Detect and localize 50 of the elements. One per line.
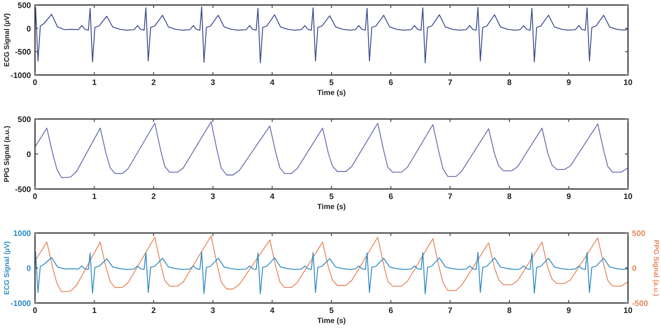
x-tick-label: 10 bbox=[624, 192, 633, 201]
x-tick-label: 5 bbox=[329, 192, 334, 201]
y2-tick-label: -500 bbox=[632, 299, 649, 308]
x-tick-label: 1 bbox=[92, 78, 98, 87]
line-series bbox=[34, 6, 628, 64]
x-tick-label: 9 bbox=[566, 306, 572, 315]
x-tick-label: 10 bbox=[624, 78, 633, 87]
y-tick-label: 500 bbox=[18, 1, 32, 10]
y-tick-label: -500 bbox=[14, 185, 32, 194]
x-tick-label: 2 bbox=[151, 78, 156, 87]
x-tick-label: 3 bbox=[210, 306, 216, 315]
y2-tick-label: 500 bbox=[632, 229, 646, 238]
x-tick-label: 8 bbox=[507, 192, 512, 201]
y-tick-label: -1000 bbox=[10, 299, 32, 308]
x-tick-label: 8 bbox=[507, 78, 512, 87]
y2-tick-label: 0 bbox=[632, 264, 637, 273]
x-tick-label: 1 bbox=[92, 306, 98, 315]
x-tick-label: 6 bbox=[388, 192, 394, 201]
x-tick-label: 3 bbox=[210, 192, 216, 201]
line-series bbox=[34, 251, 628, 294]
x-tick-label: 4 bbox=[270, 306, 275, 315]
x-tick-label: 8 bbox=[507, 306, 512, 315]
x-tick-label: 6 bbox=[388, 306, 394, 315]
x-tick-label: 7 bbox=[448, 306, 453, 315]
y-tick-label: 500 bbox=[18, 115, 32, 124]
x-tick-label: 7 bbox=[448, 78, 453, 87]
x-tick-label: 7 bbox=[448, 192, 453, 201]
x-tick-label: 4 bbox=[270, 192, 275, 201]
x-tick-label: 4 bbox=[270, 78, 275, 87]
y-tick-label: 0 bbox=[26, 150, 32, 159]
y-tick-label: 1000 bbox=[13, 229, 32, 238]
y-tick-label: -1000 bbox=[10, 71, 32, 80]
x-tick-label: 1 bbox=[92, 192, 98, 201]
y-tick-label: 0 bbox=[26, 24, 32, 34]
line-series bbox=[34, 121, 628, 178]
x-tick-label: 0 bbox=[32, 78, 38, 87]
x-tick-label: 0 bbox=[32, 192, 38, 201]
x-tick-label: 5 bbox=[329, 306, 334, 315]
x-tick-label: 9 bbox=[566, 78, 572, 87]
y-tick-label: 0 bbox=[26, 264, 32, 273]
line-series bbox=[34, 235, 628, 292]
x-tick-label: 3 bbox=[210, 78, 216, 87]
x-tick-label: 9 bbox=[566, 192, 572, 201]
x-tick-label: 6 bbox=[388, 78, 394, 87]
x-tick-label: 2 bbox=[151, 192, 156, 201]
x-tick-label: 2 bbox=[151, 306, 156, 315]
x-tick-label: 0 bbox=[32, 306, 38, 315]
x-tick-label: 5 bbox=[329, 78, 334, 87]
y-tick-label: -500 bbox=[14, 48, 32, 57]
x-tick-label: 10 bbox=[624, 306, 633, 315]
